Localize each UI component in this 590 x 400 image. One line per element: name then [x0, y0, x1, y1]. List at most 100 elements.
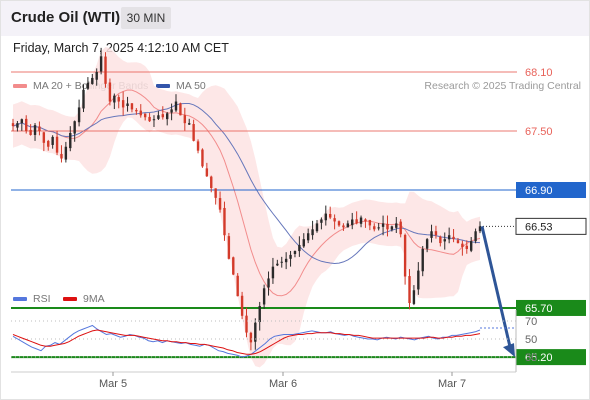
candle-body [51, 136, 54, 145]
candle-body [227, 236, 231, 259]
candle-body [214, 188, 217, 198]
candle-body [188, 123, 191, 125]
candle-body [381, 223, 385, 227]
candle-body [38, 126, 41, 132]
level-box-65.20 [516, 349, 586, 366]
candle-body [254, 322, 257, 342]
candle-body [148, 116, 151, 122]
candle-body [329, 214, 332, 218]
candle-body [108, 82, 112, 102]
level-label-66.90: 66.90 [525, 185, 553, 197]
candle-body [452, 236, 455, 240]
candle-body [47, 140, 50, 147]
candle-body [117, 97, 120, 102]
candle-body [236, 275, 239, 297]
candle-body [430, 231, 433, 238]
level-label-68.10: 68.10 [525, 67, 553, 79]
time-tick-label: Mar 7 [438, 378, 466, 390]
candle-body [324, 213, 328, 221]
ma50-line [12, 103, 481, 265]
candle-body [210, 176, 213, 189]
candle-body [157, 115, 160, 119]
rsi-level-label-70: 70 [525, 316, 537, 328]
candle-body [139, 110, 142, 116]
rsi-level-label-30: 30 [525, 352, 537, 364]
legend-ma50-label: MA 50 [176, 80, 206, 92]
legend-rsi: RSI [13, 293, 51, 305]
candle-body [143, 113, 147, 118]
candle-body [293, 250, 297, 255]
candle-body [315, 223, 319, 232]
candle-body [249, 332, 253, 343]
candle-body [302, 239, 305, 247]
candle-body [439, 236, 442, 244]
candle-body [29, 129, 32, 135]
candle-body [77, 107, 81, 123]
candle-body [73, 121, 76, 134]
candle-body [403, 234, 407, 277]
candle-body [425, 239, 429, 249]
level-label-65.20: 65.20 [525, 352, 553, 364]
candle-body [25, 118, 28, 132]
candle-body [408, 276, 411, 304]
candle-body [245, 315, 248, 333]
candle-body [346, 223, 350, 228]
candle-body [192, 124, 195, 141]
candle-body [368, 220, 372, 226]
candle-body [99, 56, 103, 72]
ma50-swatch [156, 84, 170, 89]
candle-body [351, 219, 354, 226]
candle-body [42, 132, 46, 143]
candle-body [218, 198, 222, 210]
candle-body [298, 245, 301, 252]
candle-body [60, 153, 63, 159]
candle-body [456, 240, 460, 244]
candle-body [271, 266, 275, 279]
candle-body [337, 221, 341, 226]
candle-body [355, 219, 358, 224]
legend-rsi-ma: 9MA [63, 293, 105, 305]
candle-body [121, 100, 125, 108]
candle-body [469, 241, 473, 251]
candle-body [223, 207, 226, 236]
candle-body [33, 125, 37, 135]
candle-body [240, 295, 244, 316]
candle-body [395, 223, 398, 228]
candle-body [465, 245, 468, 249]
candle-body [20, 119, 24, 124]
candle-body [64, 146, 68, 160]
candle-body [417, 270, 420, 290]
instrument-title: Crude Oil (WTI) [11, 9, 121, 26]
candle-body [447, 235, 451, 240]
candle-body [276, 263, 279, 266]
candle-body [474, 231, 477, 242]
candle-body [11, 123, 15, 127]
rsi-line [12, 324, 481, 358]
level-label-65.70: 65.70 [525, 303, 553, 315]
candle-body [16, 123, 19, 128]
candle-body [364, 219, 367, 222]
forecast-arrow-head [503, 343, 515, 358]
candle-body [267, 278, 270, 288]
candle-body [161, 114, 164, 118]
last-price-label: 66.53 [525, 221, 553, 233]
candle-body [386, 223, 389, 230]
timeframe-badge[interactable]: 30 MIN [121, 7, 171, 29]
candle-body [82, 89, 85, 109]
legend-rsi-ma-label: 9MA [83, 293, 105, 305]
level-box-66.90 [516, 182, 586, 198]
candle-body [412, 290, 416, 304]
candle-body [126, 103, 129, 107]
candle-body [311, 229, 314, 236]
candle-body [69, 132, 72, 149]
last-price-box [515, 217, 587, 235]
rsi-ma-swatch [63, 297, 77, 302]
candle-body [342, 225, 345, 228]
candle-body [196, 141, 200, 151]
header-bar [0, 0, 590, 36]
candle-body [205, 168, 209, 177]
candle-body [130, 103, 134, 110]
rsi-swatch [13, 297, 27, 302]
candle-body [284, 258, 288, 263]
